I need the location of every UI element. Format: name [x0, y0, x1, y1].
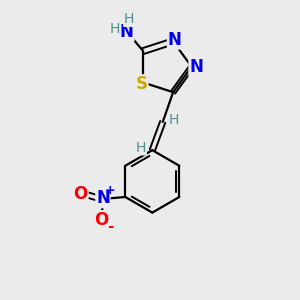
- Text: S: S: [136, 75, 148, 93]
- Text: H: H: [136, 141, 146, 155]
- Text: O: O: [94, 211, 109, 229]
- Text: N: N: [120, 23, 134, 41]
- Text: -: -: [107, 219, 113, 234]
- Text: +: +: [104, 184, 115, 197]
- Text: N: N: [96, 190, 110, 208]
- Text: H: H: [109, 22, 120, 36]
- Text: N: N: [189, 58, 203, 76]
- Text: N: N: [168, 31, 182, 49]
- Text: H: H: [169, 112, 179, 127]
- Text: H: H: [124, 12, 134, 26]
- Text: O: O: [74, 185, 88, 203]
